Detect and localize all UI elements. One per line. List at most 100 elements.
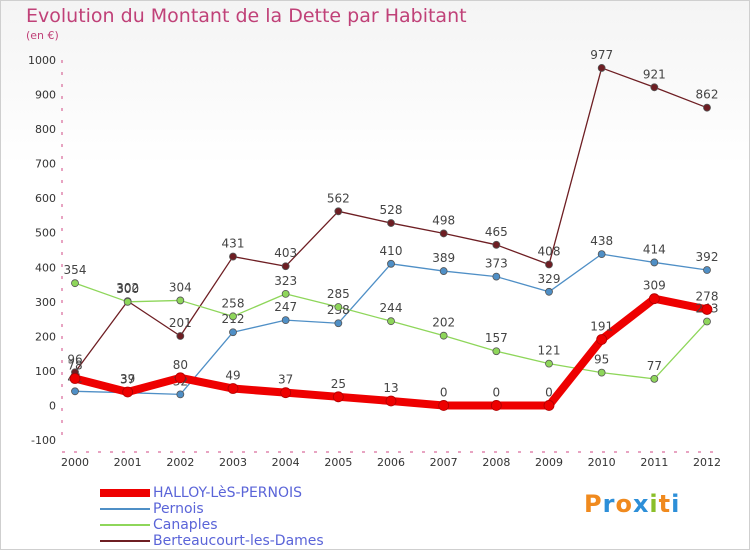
x-tick-label: 2010 bbox=[588, 456, 616, 469]
data-point bbox=[176, 390, 185, 399]
x-tick-label: 2004 bbox=[272, 456, 300, 469]
data-point bbox=[229, 252, 237, 261]
y-tick-label: 500 bbox=[35, 227, 56, 240]
data-point bbox=[492, 272, 501, 281]
data-label: 862 bbox=[696, 88, 719, 102]
data-label: 354 bbox=[64, 263, 87, 277]
x-tick-label: 2011 bbox=[640, 456, 668, 469]
logo-letter: x bbox=[632, 490, 650, 518]
data-label: 438 bbox=[590, 234, 613, 248]
y-tick-label: 900 bbox=[35, 89, 56, 102]
data-point bbox=[650, 374, 659, 383]
data-point bbox=[545, 287, 553, 296]
data-label: 373 bbox=[485, 257, 508, 271]
data-label: 498 bbox=[432, 213, 455, 227]
data-point bbox=[229, 312, 237, 321]
data-label: 465 bbox=[485, 225, 508, 239]
y-tick-label: 300 bbox=[35, 296, 56, 309]
y-tick-label: 400 bbox=[35, 261, 56, 274]
y-tick-label: -100 bbox=[31, 434, 56, 447]
legend-item-pernois: Pernois bbox=[100, 501, 324, 517]
y-tick-label: 100 bbox=[35, 365, 56, 378]
data-point bbox=[490, 400, 502, 411]
data-point bbox=[703, 266, 711, 274]
data-label: 157 bbox=[485, 331, 508, 345]
y-tick-label: 1000 bbox=[28, 54, 56, 67]
data-label: 80 bbox=[173, 358, 188, 372]
data-point bbox=[387, 259, 395, 268]
legend-item-halloy: HALLOY-LèS-PERNOIS bbox=[100, 485, 324, 501]
data-label: 13 bbox=[383, 381, 398, 395]
data-point bbox=[227, 383, 239, 394]
x-tick-label: 2005 bbox=[324, 456, 352, 469]
data-point bbox=[597, 64, 606, 72]
data-point bbox=[176, 332, 185, 340]
data-point bbox=[648, 293, 660, 305]
logo-letter: o bbox=[615, 490, 633, 518]
data-point bbox=[543, 400, 555, 411]
data-point bbox=[545, 260, 553, 269]
data-point bbox=[439, 267, 448, 275]
data-label: 414 bbox=[643, 242, 666, 256]
data-point bbox=[334, 303, 343, 311]
data-label: 191 bbox=[590, 319, 613, 333]
data-label: 77 bbox=[647, 359, 662, 373]
data-label: 49 bbox=[225, 369, 240, 383]
y-tick-label: 600 bbox=[35, 192, 56, 205]
x-tick-label: 2001 bbox=[114, 456, 142, 469]
data-label: 25 bbox=[331, 377, 346, 391]
legend-swatch-berteaucourt bbox=[100, 540, 150, 542]
legend: HALLOY-LèS-PERNOIS Pernois Canaples Bert… bbox=[100, 485, 324, 549]
x-tick-label: 2002 bbox=[166, 456, 194, 469]
data-label: 37 bbox=[278, 373, 293, 387]
data-label: 0 bbox=[545, 385, 553, 399]
data-label: 0 bbox=[493, 385, 501, 399]
legend-label-berteaucourt: Berteaucourt-les-Dames bbox=[153, 533, 324, 549]
data-point bbox=[281, 316, 290, 325]
logo-letter: i bbox=[671, 490, 681, 518]
legend-label-pernois: Pernois bbox=[153, 501, 204, 517]
data-point bbox=[122, 386, 134, 398]
legend-swatch-canaples bbox=[100, 524, 150, 526]
data-point bbox=[332, 391, 344, 403]
data-point bbox=[596, 334, 608, 345]
y-tick-label: 700 bbox=[35, 158, 56, 171]
logo-letter: r bbox=[602, 490, 616, 518]
data-point bbox=[545, 359, 553, 368]
y-tick-label: 800 bbox=[35, 123, 56, 136]
data-label: 389 bbox=[432, 251, 455, 265]
data-label: 37 bbox=[120, 373, 135, 387]
data-label: 410 bbox=[380, 244, 403, 258]
data-label: 121 bbox=[538, 344, 561, 358]
x-tick-label: 2009 bbox=[535, 456, 563, 469]
data-point bbox=[280, 387, 292, 399]
chart-subtitle: (en €) bbox=[26, 29, 59, 42]
data-label: 96 bbox=[67, 352, 82, 366]
data-point bbox=[703, 317, 711, 326]
data-point bbox=[387, 219, 395, 227]
data-label: 323 bbox=[274, 274, 297, 288]
data-point bbox=[650, 258, 659, 267]
data-point bbox=[597, 368, 606, 377]
x-tick-label: 2006 bbox=[377, 456, 405, 469]
data-point bbox=[176, 296, 185, 305]
data-label: 247 bbox=[274, 300, 297, 314]
data-point bbox=[174, 372, 186, 384]
data-label: 392 bbox=[696, 250, 719, 264]
legend-label-halloy: HALLOY-LèS-PERNOIS bbox=[153, 485, 303, 501]
data-point bbox=[703, 103, 711, 112]
data-point bbox=[229, 328, 237, 337]
data-point bbox=[71, 279, 79, 288]
data-label: 309 bbox=[643, 279, 666, 293]
data-label: 201 bbox=[169, 316, 192, 330]
data-point bbox=[334, 207, 343, 216]
data-label: 329 bbox=[538, 272, 561, 286]
y-tick-label: 200 bbox=[35, 330, 56, 343]
data-label: 408 bbox=[538, 245, 561, 259]
legend-swatch-pernois bbox=[100, 508, 150, 510]
x-tick-label: 2000 bbox=[61, 456, 89, 469]
data-point bbox=[123, 297, 132, 306]
data-point bbox=[385, 395, 397, 407]
data-label: 78 bbox=[67, 359, 82, 373]
